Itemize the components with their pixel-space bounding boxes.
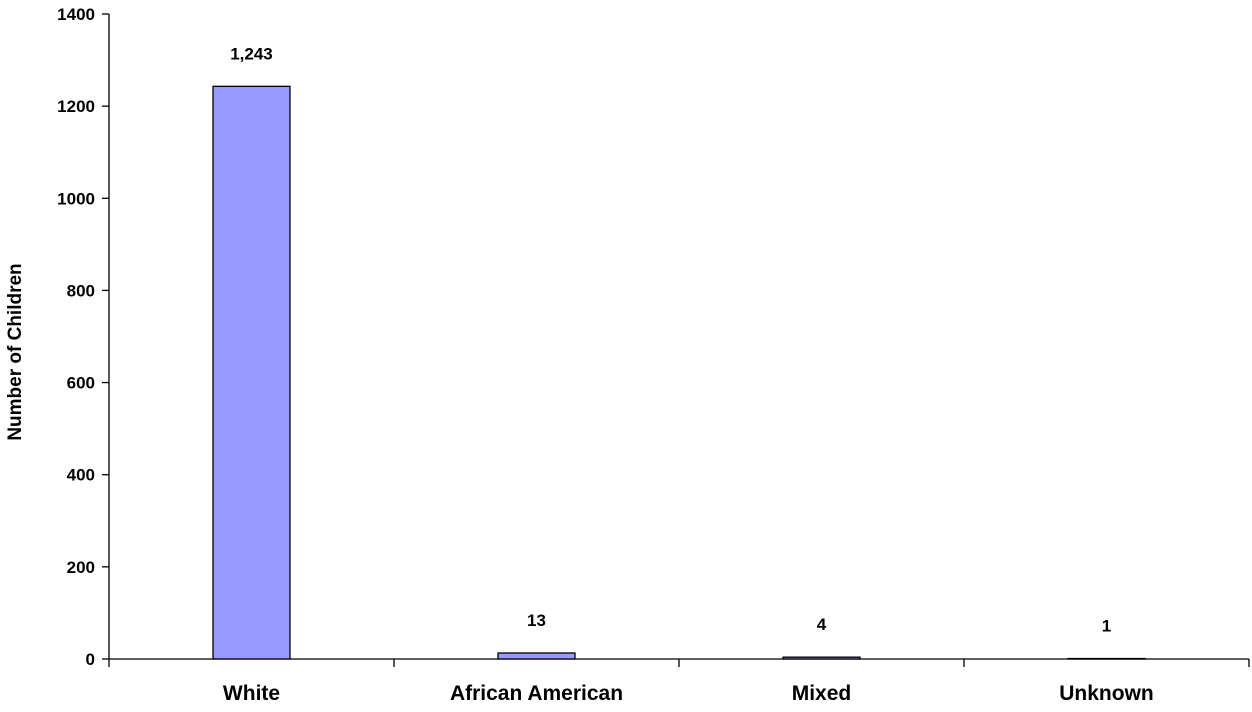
bars bbox=[212, 85, 1146, 660]
bar-value-label: 1,243 bbox=[230, 44, 273, 63]
bar-value-label: 1 bbox=[1102, 617, 1111, 636]
bar-value-label: 4 bbox=[817, 615, 827, 634]
y-tick-label: 1400 bbox=[57, 5, 95, 24]
y-tick-label: 0 bbox=[86, 650, 95, 669]
y-tick-label: 800 bbox=[67, 281, 95, 300]
y-axis-title: Number of Children bbox=[5, 263, 26, 440]
y-tick-label: 600 bbox=[67, 374, 95, 393]
x-category-label: Mixed bbox=[792, 682, 852, 705]
y-tick-label: 400 bbox=[67, 466, 95, 485]
data-labels: 1,243 13 4 1 bbox=[230, 44, 1111, 635]
x-category-label: Unknown bbox=[1059, 682, 1154, 705]
x-category-label: White bbox=[223, 682, 280, 705]
bar bbox=[782, 656, 861, 660]
y-tick-label: 200 bbox=[67, 558, 95, 577]
bar-value-label: 13 bbox=[527, 611, 546, 630]
y-axis: 0 200 400 600 800 1000 1200 1400 bbox=[57, 5, 110, 669]
x-category-label: African American bbox=[450, 682, 623, 705]
y-tick-label: 1200 bbox=[57, 97, 95, 116]
bar bbox=[212, 85, 291, 660]
bar bbox=[497, 652, 576, 660]
x-axis: White African American Mixed Unknown bbox=[108, 658, 1250, 705]
y-tick-label: 1000 bbox=[57, 189, 95, 208]
